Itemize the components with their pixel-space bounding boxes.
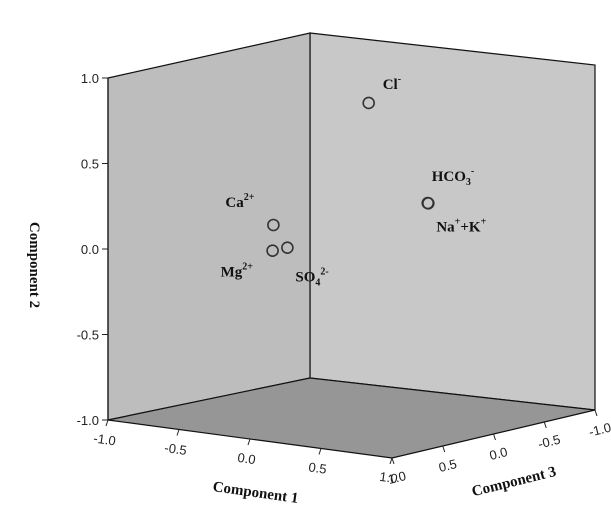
x-tick-label: -0.5 (163, 440, 187, 458)
y-tick-label: 0.0 (81, 242, 99, 257)
data-point-cl (362, 96, 376, 110)
y-tick-label: -0.5 (77, 328, 99, 343)
x-tick-mark (105, 419, 109, 427)
z-tick-mark (543, 421, 547, 429)
data-label-nak: Na++K+ (436, 216, 486, 235)
z-tick-label: -1.0 (587, 420, 611, 440)
data-point-ca (267, 218, 280, 232)
x-tick-mark (176, 429, 180, 436)
z-tick-mark (391, 457, 395, 465)
x-tick-label: 1.0 (379, 469, 399, 486)
z-tick-label: 0.0 (488, 444, 509, 463)
data-label-so4: SO42- (295, 267, 328, 289)
z-tick-mark (594, 409, 598, 417)
data-point-nak (422, 197, 435, 210)
data-point-mg (266, 244, 279, 258)
x-tick-mark (389, 457, 393, 465)
data-label-cl: Cl- (383, 74, 401, 93)
x-tick-mark (247, 438, 251, 446)
data-label-ca: Ca2+ (225, 192, 254, 211)
left-wall (107, 32, 311, 421)
z-tick-mark (493, 433, 496, 441)
z-tick-label: 1.0 (386, 468, 407, 487)
y-axis-title: Component 2 (26, 222, 42, 308)
z-axis-title: Component 3 (470, 464, 558, 500)
z-tick-label: -0.5 (536, 432, 561, 452)
data-label-hco3: HCO3- (432, 166, 475, 188)
data-label-mg: Mg2+ (221, 262, 254, 281)
x-tick-label: 0.5 (308, 459, 328, 476)
x-tick-label: -1.0 (92, 431, 116, 449)
x-axis-title: Component 1 (212, 479, 300, 507)
y-tick-label: 0.5 (81, 157, 99, 172)
z-tick-mark (442, 445, 446, 453)
z-tick-label: 0.5 (437, 456, 458, 475)
y-tick-label: -1.0 (77, 413, 99, 428)
data-point-so4 (281, 241, 294, 255)
x-tick-label: 0.0 (237, 450, 257, 467)
x-tick-mark (318, 448, 322, 455)
y-tick-label: 1.0 (81, 71, 99, 86)
